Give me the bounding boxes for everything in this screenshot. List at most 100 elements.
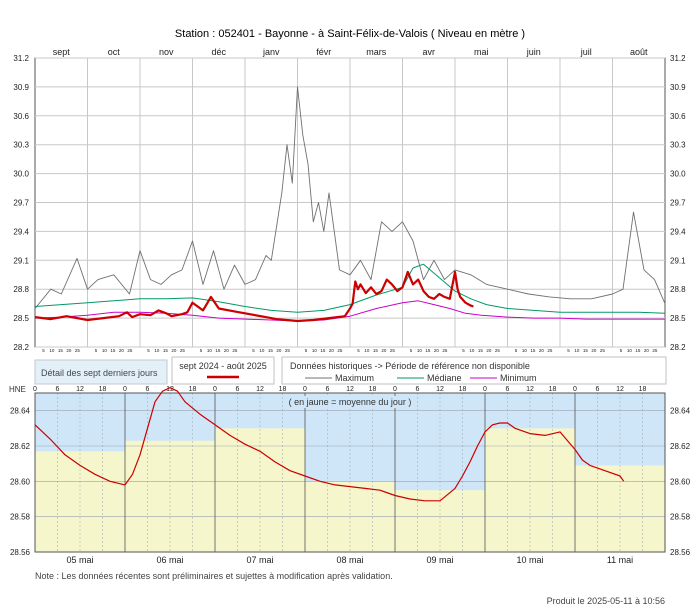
legend: Détail des sept derniers jours sept 2024… xyxy=(34,356,667,385)
main-y-tick-left: 30.0 xyxy=(13,170,29,179)
detail-caption: ( en jaune = moyenne du jour ) xyxy=(289,397,412,407)
hour-tick-label: 18 xyxy=(549,386,557,393)
day-tick-label: 20 xyxy=(381,348,387,353)
legend-period-box xyxy=(171,356,275,385)
day-tick-label: 10 xyxy=(627,348,633,353)
day-tick-label: 5 xyxy=(200,348,203,353)
day-tick-label: 5 xyxy=(305,348,308,353)
hour-tick-label: 0 xyxy=(213,386,217,393)
day-tick-label: 25 xyxy=(75,348,81,353)
detail-day-label: 11 mai xyxy=(607,555,633,565)
detail-frame xyxy=(34,392,666,553)
hour-tick-label: 12 xyxy=(616,386,624,393)
hour-tick-label: 12 xyxy=(526,386,534,393)
detail-series xyxy=(34,387,625,502)
hour-tick-label: 12 xyxy=(436,386,444,393)
detail-y-tick-right: 28.62 xyxy=(670,442,691,451)
day-tick-label: 10 xyxy=(312,348,318,353)
month-label: juil xyxy=(580,47,592,57)
hour-tick-label: 12 xyxy=(346,386,354,393)
day-tick-label: 15 xyxy=(478,348,484,353)
main-y-tick-right: 30.6 xyxy=(670,112,686,121)
main-grid xyxy=(35,57,665,348)
day-tick-labels: 5 10 15 20 25 5 10 15 20 25 5 10 15 20 25 5 10 15 20 25 5 10 1… xyxy=(42,348,658,353)
chart-title: Station : 052401 - Bayonne - à Saint-Fél… xyxy=(175,28,525,40)
day-tick-label: 20 xyxy=(276,348,282,353)
day-tick-label: 25 xyxy=(337,348,343,353)
day-tick-label: 25 xyxy=(180,348,186,353)
hour-tick-label: 12 xyxy=(256,386,264,393)
detail-y-tick-labels: 28.56 28.56 28.58 28.58 28.60 28.60 28.62 28.62… xyxy=(10,407,691,557)
day-tick-label: 5 xyxy=(252,348,255,353)
hour-tick-label: 18 xyxy=(459,386,467,393)
main-y-tick-right: 29.4 xyxy=(670,227,686,236)
day-tick-label: 25 xyxy=(442,348,448,353)
month-labels: sept oct nov déc janv févr mars avr mai juin juil a… xyxy=(53,47,648,57)
day-tick-label: 20 xyxy=(329,348,335,353)
day-tick-label: 15 xyxy=(215,348,221,353)
day-tick-label: 15 xyxy=(320,348,326,353)
hour-tick-label: 0 xyxy=(393,386,397,393)
detail-day-label: 08 mai xyxy=(336,555,363,565)
hour-tick-label: 6 xyxy=(326,386,330,393)
detail-day-label: 07 mai xyxy=(246,555,273,565)
hour-tick-label: 6 xyxy=(416,386,420,393)
month-label: déc xyxy=(211,47,226,57)
main-y-tick-right: 30.0 xyxy=(670,170,686,179)
day-tick-label: 25 xyxy=(390,348,396,353)
hour-tick-label: 6 xyxy=(146,386,150,393)
hour-tick-label: 6 xyxy=(236,386,240,393)
hour-tick-label: 0 xyxy=(123,386,127,393)
main-y-tick-right: 28.8 xyxy=(670,285,686,294)
main-series xyxy=(34,86,666,323)
detail-y-tick-right: 28.58 xyxy=(670,513,691,522)
detail-y-tick-left: 28.62 xyxy=(10,442,31,451)
day-tick-label: 25 xyxy=(495,348,501,353)
month-label: mai xyxy=(474,47,489,57)
main-y-tick-right: 28.5 xyxy=(670,314,686,323)
main-y-tick-right: 31.2 xyxy=(670,54,686,63)
day-tick-label: 15 xyxy=(425,348,431,353)
hour-tick-label: 0 xyxy=(303,386,307,393)
month-label: avr xyxy=(422,47,435,57)
day-tick-label: 15 xyxy=(58,348,64,353)
series-current-year xyxy=(34,270,474,323)
day-tick-label: 20 xyxy=(644,348,650,353)
hour-tick-labels: 0 6 12 18 0 6 12 18 0 6 12 18 0 6 12 18 0 6 12 18 0 6 12 18 0 6 12… xyxy=(33,386,646,393)
day-tick-label: 25 xyxy=(285,348,291,353)
legend-hist-label: Données historiques -> Période de référe… xyxy=(290,361,530,371)
series-median xyxy=(34,263,666,314)
day-tick-label: 5 xyxy=(620,348,623,353)
detail-y-tick-left: 28.56 xyxy=(10,548,31,557)
day-tick-label: 15 xyxy=(268,348,274,353)
detail-y-tick-right: 28.56 xyxy=(670,548,691,557)
month-label: janv xyxy=(262,47,280,57)
day-tick-label: 10 xyxy=(417,348,423,353)
month-label: nov xyxy=(159,47,174,57)
day-tick-label: 15 xyxy=(110,348,116,353)
month-label: mars xyxy=(366,47,386,57)
day-tick-label: 10 xyxy=(102,348,108,353)
legend-min-label: Minimum xyxy=(500,373,537,383)
hour-tick-label: 12 xyxy=(166,386,174,393)
day-tick-label: 25 xyxy=(547,348,553,353)
day-tick-label: 15 xyxy=(373,348,379,353)
hour-tick-label: 12 xyxy=(76,386,84,393)
day-tick-label: 5 xyxy=(42,348,45,353)
day-tick-label: 25 xyxy=(600,348,606,353)
main-y-tick-left: 29.1 xyxy=(13,256,29,265)
legend-period-label: sept 2024 - août 2025 xyxy=(179,361,267,371)
day-tick-label: 5 xyxy=(567,348,570,353)
hour-tick-label: 0 xyxy=(483,386,487,393)
main-y-tick-left: 28.5 xyxy=(13,314,29,323)
day-tick-label: 20 xyxy=(224,348,230,353)
detail-day-label: 05 mai xyxy=(66,555,93,565)
day-tick-label: 20 xyxy=(434,348,440,353)
hour-tick-label: 0 xyxy=(573,386,577,393)
hour-tick-label: 6 xyxy=(56,386,60,393)
day-tick-label: 20 xyxy=(591,348,597,353)
hour-tick-label: 6 xyxy=(506,386,510,393)
day-tick-label: 10 xyxy=(469,348,475,353)
main-y-tick-left: 30.6 xyxy=(13,112,29,121)
note-text: Note : Les données récentes sont prélimi… xyxy=(35,571,393,581)
